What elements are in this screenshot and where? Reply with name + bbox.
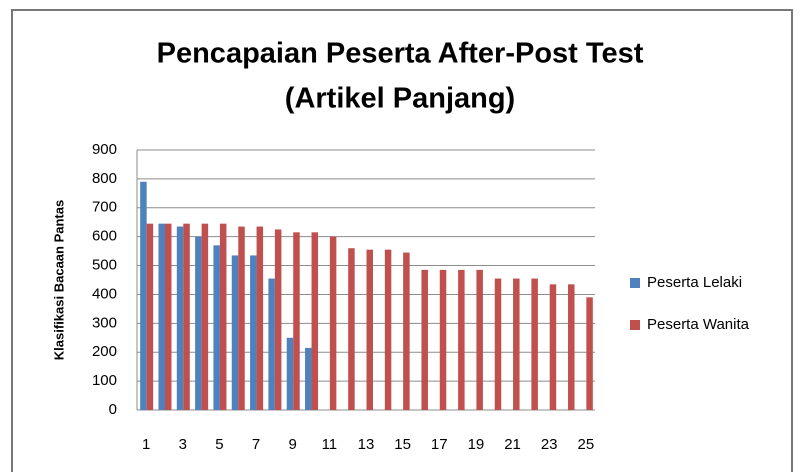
y-tick-label: 0 — [109, 401, 117, 418]
bar — [403, 252, 410, 410]
bar — [458, 269, 465, 410]
bar — [164, 223, 172, 410]
bar — [213, 245, 220, 410]
x-tick-label: 21 — [504, 436, 521, 453]
bar — [250, 255, 257, 410]
bar — [238, 226, 245, 410]
x-tick-label: 17 — [431, 436, 448, 453]
bar — [384, 249, 392, 410]
bar — [586, 297, 593, 410]
legend-swatch — [630, 320, 640, 330]
bar — [219, 223, 227, 410]
x-tick-label: 15 — [394, 436, 411, 453]
y-tick-label: 800 — [92, 170, 117, 187]
bar — [329, 236, 337, 410]
x-tick-label: 19 — [468, 436, 485, 453]
y-tick-label: 700 — [92, 199, 117, 216]
bar — [231, 255, 239, 410]
y-tick-label: 200 — [92, 343, 117, 360]
x-tick-label: 5 — [215, 436, 223, 453]
chart-title: Pencapaian Peserta After-Post Test — [157, 38, 644, 70]
bar — [293, 232, 300, 410]
legend-label: Peserta Lelaki — [647, 274, 742, 291]
chart-frame — [11, 9, 793, 472]
x-tick-label: 13 — [358, 436, 375, 453]
bar — [549, 284, 557, 410]
bar — [305, 347, 312, 410]
bar — [274, 229, 282, 410]
bar — [256, 226, 264, 410]
x-tick-label: 11 — [322, 436, 338, 453]
bar — [183, 223, 190, 410]
chart-title: (Artikel Panjang) — [285, 83, 515, 115]
bar — [513, 278, 520, 410]
bar — [158, 223, 165, 410]
y-axis-label: Klasifikasi Bacaan Pantas — [51, 200, 66, 360]
x-tick-label: 9 — [289, 436, 297, 453]
bar — [311, 232, 319, 410]
x-tick-label: 3 — [179, 436, 187, 453]
bar — [439, 269, 447, 410]
x-tick-label: 25 — [577, 436, 594, 453]
bar — [146, 223, 154, 410]
bar — [140, 181, 147, 410]
bar — [348, 248, 355, 410]
bar — [195, 236, 202, 410]
y-tick-label: 600 — [92, 228, 117, 245]
y-tick-label: 400 — [92, 285, 117, 302]
bar — [494, 278, 502, 410]
x-tick-label: 1 — [142, 436, 150, 453]
y-tick-label: 300 — [92, 314, 117, 331]
bar — [286, 337, 294, 410]
bar — [366, 249, 373, 410]
x-tick-label: 7 — [252, 436, 260, 453]
legend-label: Peserta Wanita — [647, 316, 750, 333]
bar — [476, 269, 483, 410]
y-tick-label: 500 — [92, 257, 117, 274]
y-tick-label: 900 — [92, 141, 117, 158]
bar — [421, 269, 428, 410]
bar — [531, 278, 538, 410]
bar — [201, 223, 209, 410]
bar — [568, 284, 575, 410]
legend-swatch — [630, 278, 640, 288]
bar — [268, 278, 275, 410]
bar — [176, 226, 184, 410]
x-tick-label: 23 — [541, 436, 558, 453]
y-tick-label: 100 — [92, 372, 117, 389]
